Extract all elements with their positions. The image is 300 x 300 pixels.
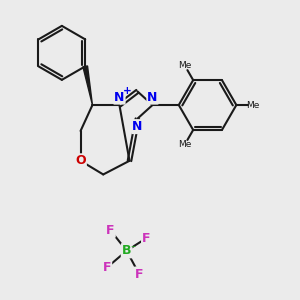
Text: +: + [123, 86, 132, 96]
Text: O: O [75, 154, 86, 167]
Text: Me: Me [247, 100, 260, 109]
Text: N: N [114, 91, 124, 103]
Polygon shape [83, 66, 92, 105]
Text: F: F [135, 268, 143, 281]
Text: ⁻: ⁻ [130, 244, 136, 254]
Text: F: F [103, 261, 111, 274]
Text: N: N [147, 91, 158, 103]
Text: Me: Me [178, 61, 191, 70]
Text: F: F [106, 224, 115, 237]
Text: Me: Me [178, 140, 191, 149]
Text: N: N [132, 120, 142, 133]
Text: B: B [122, 244, 131, 257]
Text: F: F [142, 232, 151, 244]
